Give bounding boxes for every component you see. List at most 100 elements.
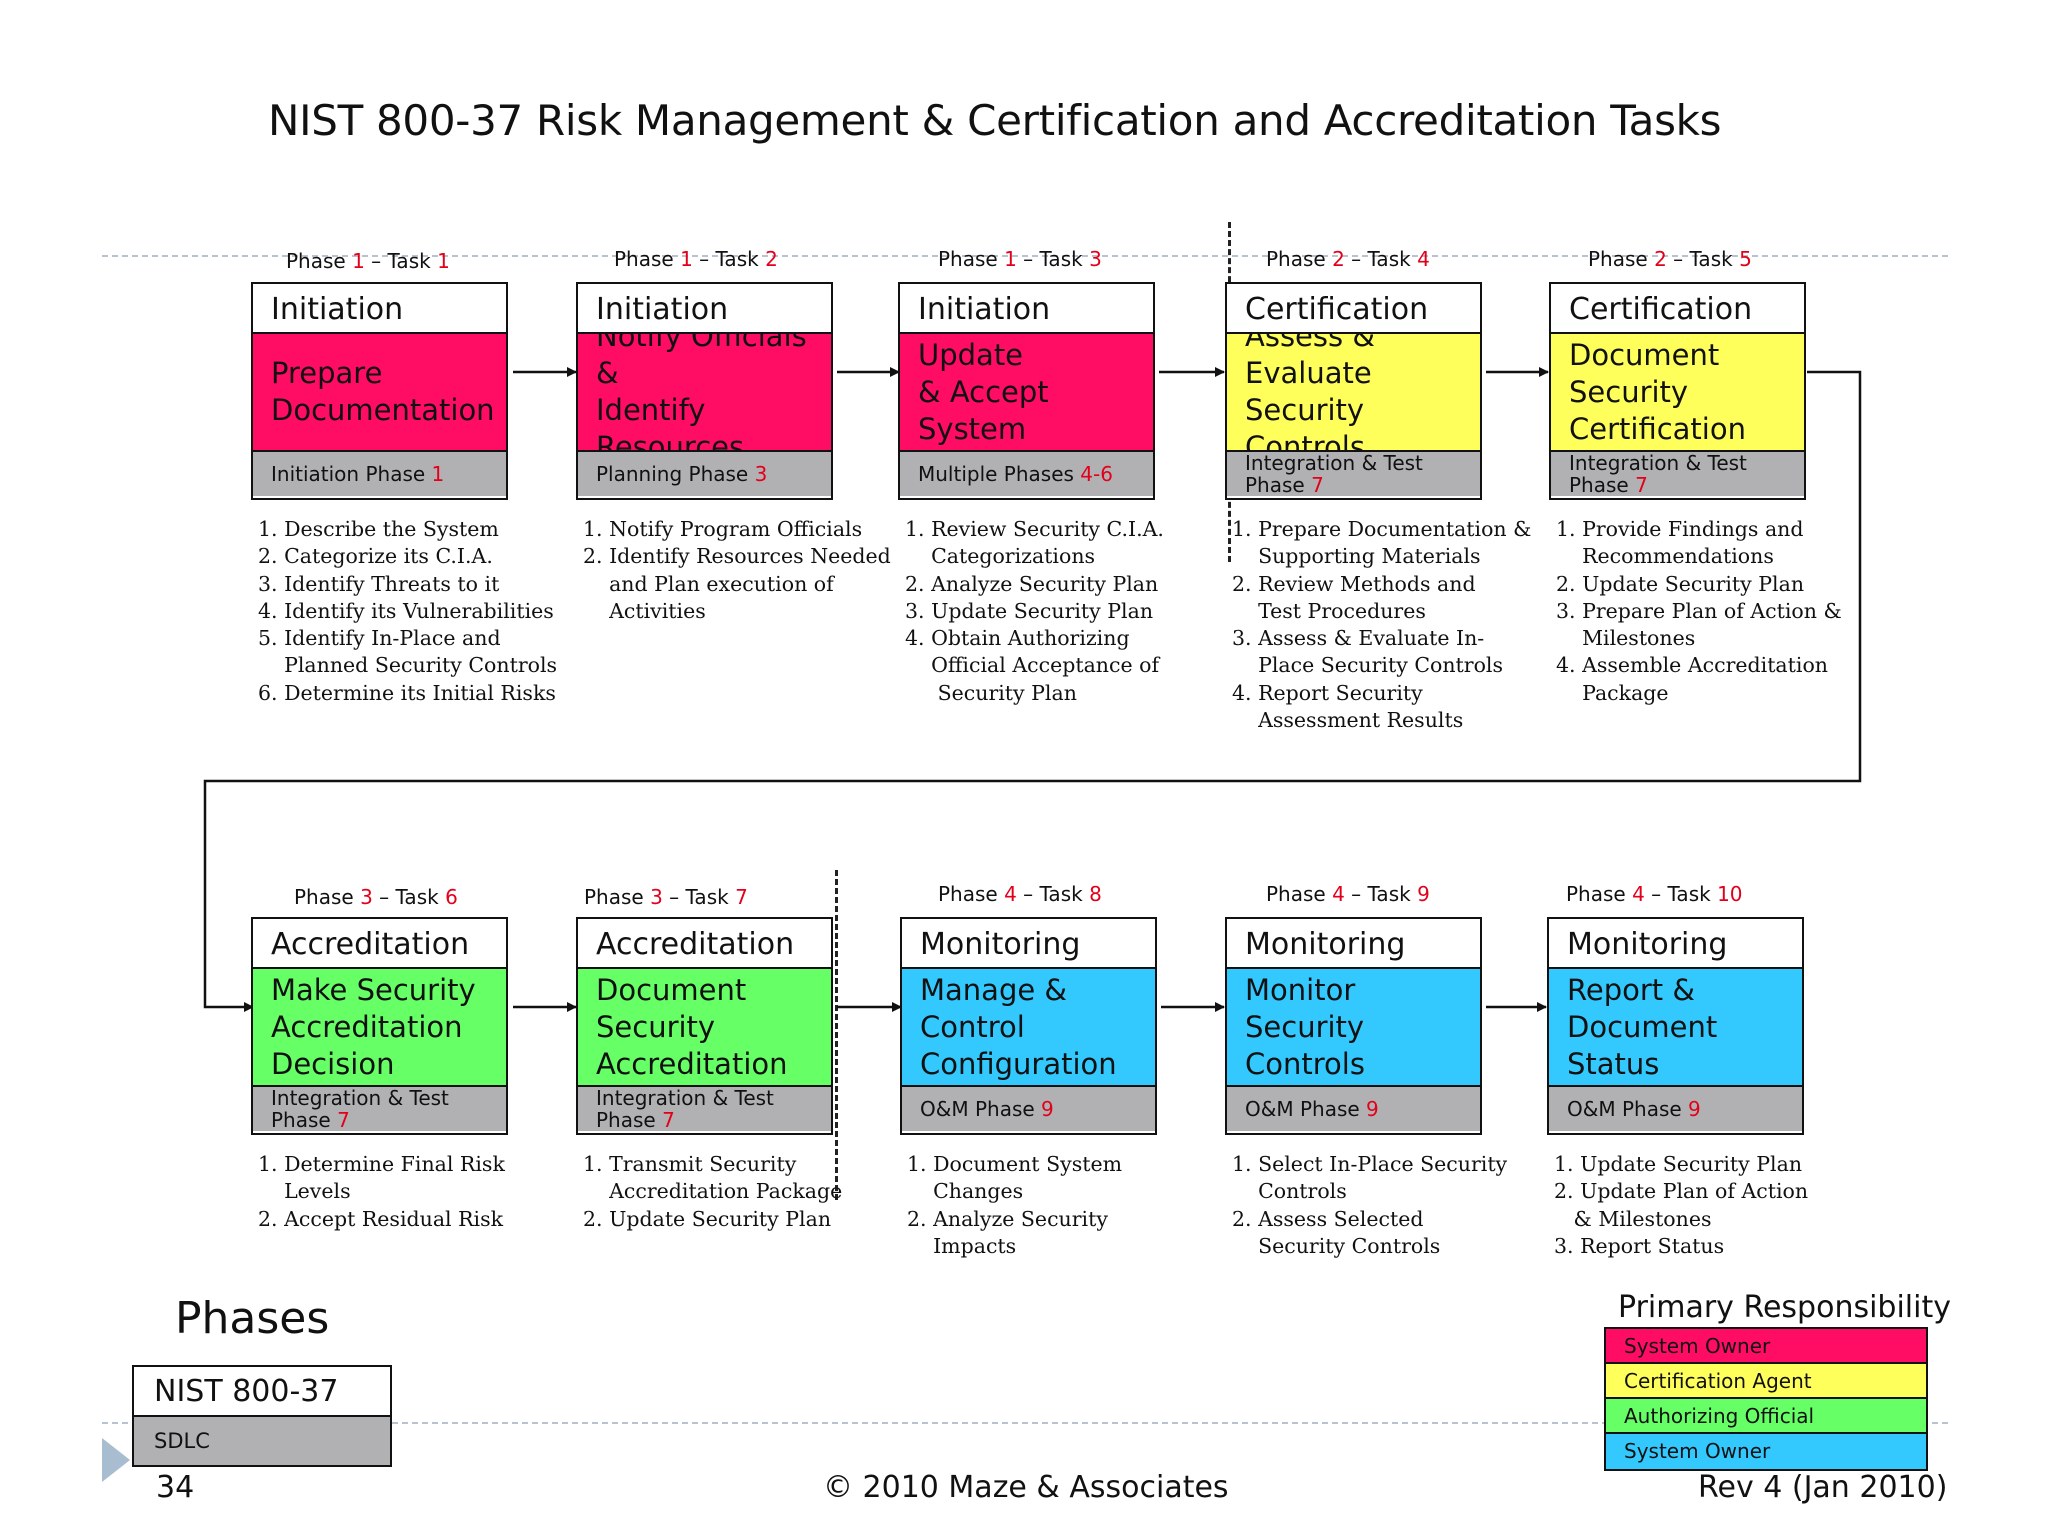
list-item: 2. Accept Residual Risk: [258, 1206, 504, 1231]
list-item: Impacts: [907, 1233, 1017, 1258]
list-item: 2. Analyze Security Plan: [905, 571, 1159, 596]
phases-legend-sdlc: SDLC: [134, 1417, 390, 1465]
task-5-header: Certification: [1551, 284, 1804, 334]
list-item: 2. Assess Selected: [1232, 1206, 1424, 1231]
task-10-steps: 1. Update Security Plan 2. Update Plan o…: [1554, 1151, 1808, 1260]
list-item: Controls: [1232, 1179, 1347, 1204]
task-8-sdlc-phase: O&M Phase 9: [902, 1087, 1155, 1131]
list-item: 1. Prepare Documentation &: [1232, 517, 1532, 541]
task-8-header: Monitoring: [902, 919, 1155, 969]
task-2-label: Phase 1 – Task 2: [614, 247, 778, 271]
responsibility-system-owner-red: System Owner: [1606, 1329, 1926, 1364]
task-5-sdlc-phase: Integration & Test Phase 7: [1551, 452, 1804, 496]
task-6-sdlc-phase: Integration & Test Phase 7: [253, 1087, 506, 1131]
list-item: Security Plan: [905, 680, 1077, 705]
list-item: Levels: [258, 1179, 351, 1204]
task-7-box: Accreditation Document Security Accredit…: [576, 917, 833, 1135]
task-3-sdlc-phase: Multiple Phases 4-6: [900, 452, 1153, 496]
task-7-title: Document Security Accreditation: [578, 969, 831, 1087]
responsibility-authorizing-official: Authorizing Official: [1606, 1399, 1926, 1434]
list-item: Official Acceptance of: [905, 653, 1160, 678]
list-item: 4. Report Security: [1232, 680, 1423, 705]
list-item: 2. Update Plan of Action: [1554, 1179, 1809, 1204]
task-6-steps: 1. Determine Final Risk Levels 2. Accept…: [258, 1151, 505, 1233]
list-item: 1. Transmit Security: [583, 1152, 797, 1176]
task-4-header: Certification: [1227, 284, 1480, 334]
task-1-box: Initiation Prepare Documentation Initiat…: [251, 282, 508, 500]
list-item: & Milestones: [1554, 1206, 1712, 1231]
task-2-header: Initiation: [578, 284, 831, 334]
list-item: 1. Review Security C.I.A.: [905, 517, 1164, 541]
list-item: 3. Identify Threats to it: [258, 571, 500, 596]
list-item: 2. Categorize its C.I.A.: [258, 544, 493, 569]
page-number: 34: [156, 1470, 195, 1505]
task-2-box: Initiation Notify Officials & Identify R…: [576, 282, 833, 500]
list-item: 1. Select In-Place Security: [1232, 1152, 1508, 1176]
task-6-box: Accreditation Make Security Accreditatio…: [251, 917, 508, 1135]
list-item: 2. Identify Resources Needed: [583, 544, 891, 569]
task-1-label: Phase 1 – Task 1: [286, 249, 450, 273]
task-9-header: Monitoring: [1227, 919, 1480, 969]
task-6-label: Phase 3 – Task 6: [294, 885, 458, 909]
task-9-label: Phase 4 – Task 9: [1266, 882, 1430, 906]
list-item: 3. Prepare Plan of Action &: [1556, 598, 1842, 623]
task-7-sdlc-phase: Integration & Test Phase 7: [578, 1087, 831, 1131]
phases-legend-key: NIST 800-37 SDLC: [132, 1365, 392, 1467]
list-item: 2. Analyze Security: [907, 1206, 1108, 1231]
task-10-box: Monitoring Report & Document Status O&M …: [1547, 917, 1804, 1135]
task-3-title: Analyze, Update & Accept System Security…: [900, 334, 1153, 452]
task-3-label: Phase 1 – Task 3: [938, 247, 1102, 271]
list-item: 1. Document System: [907, 1152, 1123, 1176]
list-item: 1. Determine Final Risk: [258, 1152, 505, 1176]
list-item: 1. Provide Findings and: [1556, 517, 1804, 541]
list-item: Categorizations: [905, 544, 1096, 569]
task-6-title: Make Security Accreditation Decision: [253, 969, 506, 1087]
list-item: Milestones: [1556, 626, 1696, 651]
list-item: 4. Obtain Authorizing: [905, 626, 1130, 651]
task-5-title: Document Security Certification: [1551, 334, 1804, 452]
task-4-sdlc-phase: Integration & Test Phase 7: [1227, 452, 1480, 496]
task-8-label: Phase 4 – Task 8: [938, 882, 1102, 906]
task-3-header: Initiation: [900, 284, 1153, 334]
list-item: Activities: [583, 598, 706, 623]
task-10-label: Phase 4 – Task 10: [1566, 882, 1743, 906]
task-7-header: Accreditation: [578, 919, 831, 969]
task-4-title: Assess & Evaluate Security Controls: [1227, 334, 1480, 452]
list-item: Assessment Results: [1232, 708, 1464, 733]
list-item: 4. Identify its Vulnerabilities: [258, 598, 554, 623]
list-item: Recommendations: [1556, 544, 1774, 569]
task-3-steps: 1. Review Security C.I.A. Categorization…: [905, 516, 1164, 707]
phase-divider-lower: [835, 870, 838, 1200]
task-5-steps: 1. Provide Findings and Recommendations …: [1556, 516, 1842, 707]
list-item: Place Security Controls: [1232, 653, 1504, 678]
task-9-sdlc-phase: O&M Phase 9: [1227, 1087, 1480, 1131]
task-9-title: Monitor Security Controls: [1227, 969, 1480, 1087]
responsibility-legend: System Owner Certification Agent Authori…: [1604, 1327, 1928, 1471]
list-item: Accreditation Package: [583, 1179, 843, 1204]
task-1-title: Prepare Documentation: [253, 334, 506, 452]
slide-marker-icon: [102, 1438, 130, 1482]
list-item: 6. Determine its Initial Risks: [258, 680, 556, 705]
bottom-dashed-guide: [102, 1422, 1948, 1424]
task-2-title: Notify Officials & Identify Resources: [578, 334, 831, 452]
responsibility-legend-title: Primary Responsibility: [1618, 1290, 1951, 1325]
list-item: 3. Assess & Evaluate In-: [1232, 626, 1485, 651]
task-1-header: Initiation: [253, 284, 506, 334]
task-7-steps: 1. Transmit Security Accreditation Packa…: [583, 1151, 842, 1233]
task-10-header: Monitoring: [1549, 919, 1802, 969]
task-2-sdlc-phase: Planning Phase 3: [578, 452, 831, 496]
revision: Rev 4 (Jan 2010): [1698, 1470, 1948, 1505]
list-item: 2. Update Security Plan: [583, 1206, 832, 1231]
task-7-label: Phase 3 – Task 7: [584, 885, 748, 909]
list-item: Security Controls: [1232, 1233, 1441, 1258]
list-item: 1. Update Security Plan: [1554, 1152, 1803, 1176]
list-item: 1. Describe the System: [258, 517, 499, 541]
list-item: 4. Assemble Accreditation: [1556, 653, 1828, 678]
list-item: 2. Review Methods and: [1232, 571, 1476, 596]
task-6-header: Accreditation: [253, 919, 506, 969]
task-8-box: Monitoring Manage & Control Configuratio…: [900, 917, 1157, 1135]
list-item: 5. Identify In-Place and: [258, 626, 501, 651]
top-dashed-guide: [102, 255, 1948, 257]
responsibility-certification-agent: Certification Agent: [1606, 1364, 1926, 1399]
